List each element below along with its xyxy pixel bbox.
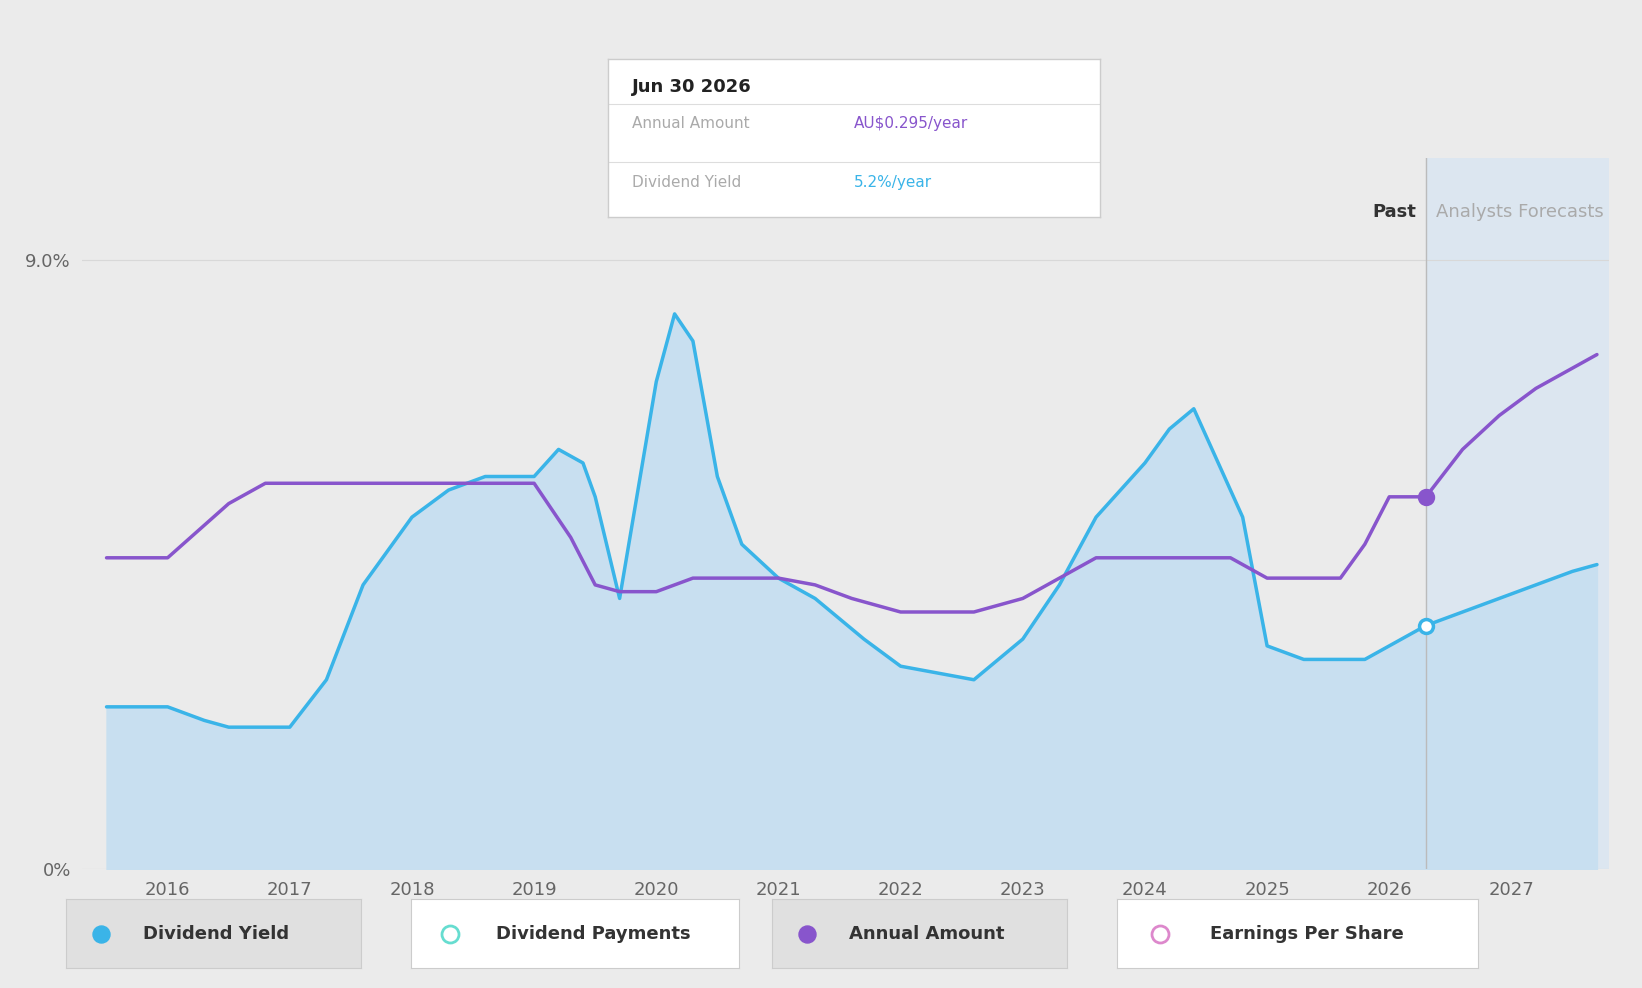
Point xyxy=(89,926,115,942)
Text: Analysts Forecasts: Analysts Forecasts xyxy=(1435,204,1604,221)
Point xyxy=(1412,489,1438,505)
Text: Annual Amount: Annual Amount xyxy=(632,117,750,131)
Text: Earnings Per Share: Earnings Per Share xyxy=(1210,925,1404,943)
Text: 5.2%/year: 5.2%/year xyxy=(854,175,933,190)
Point xyxy=(1146,926,1172,942)
Point xyxy=(1412,618,1438,633)
Text: Jun 30 2026: Jun 30 2026 xyxy=(632,78,752,96)
Point xyxy=(437,926,463,942)
Text: Past: Past xyxy=(1373,204,1415,221)
Bar xyxy=(1425,158,1642,869)
Text: Dividend Yield: Dividend Yield xyxy=(143,925,289,943)
Point xyxy=(795,926,821,942)
Text: Dividend Payments: Dividend Payments xyxy=(496,925,691,943)
Text: AU$0.295/year: AU$0.295/year xyxy=(854,117,969,131)
Text: Dividend Yield: Dividend Yield xyxy=(632,175,742,190)
Text: Annual Amount: Annual Amount xyxy=(849,925,1005,943)
